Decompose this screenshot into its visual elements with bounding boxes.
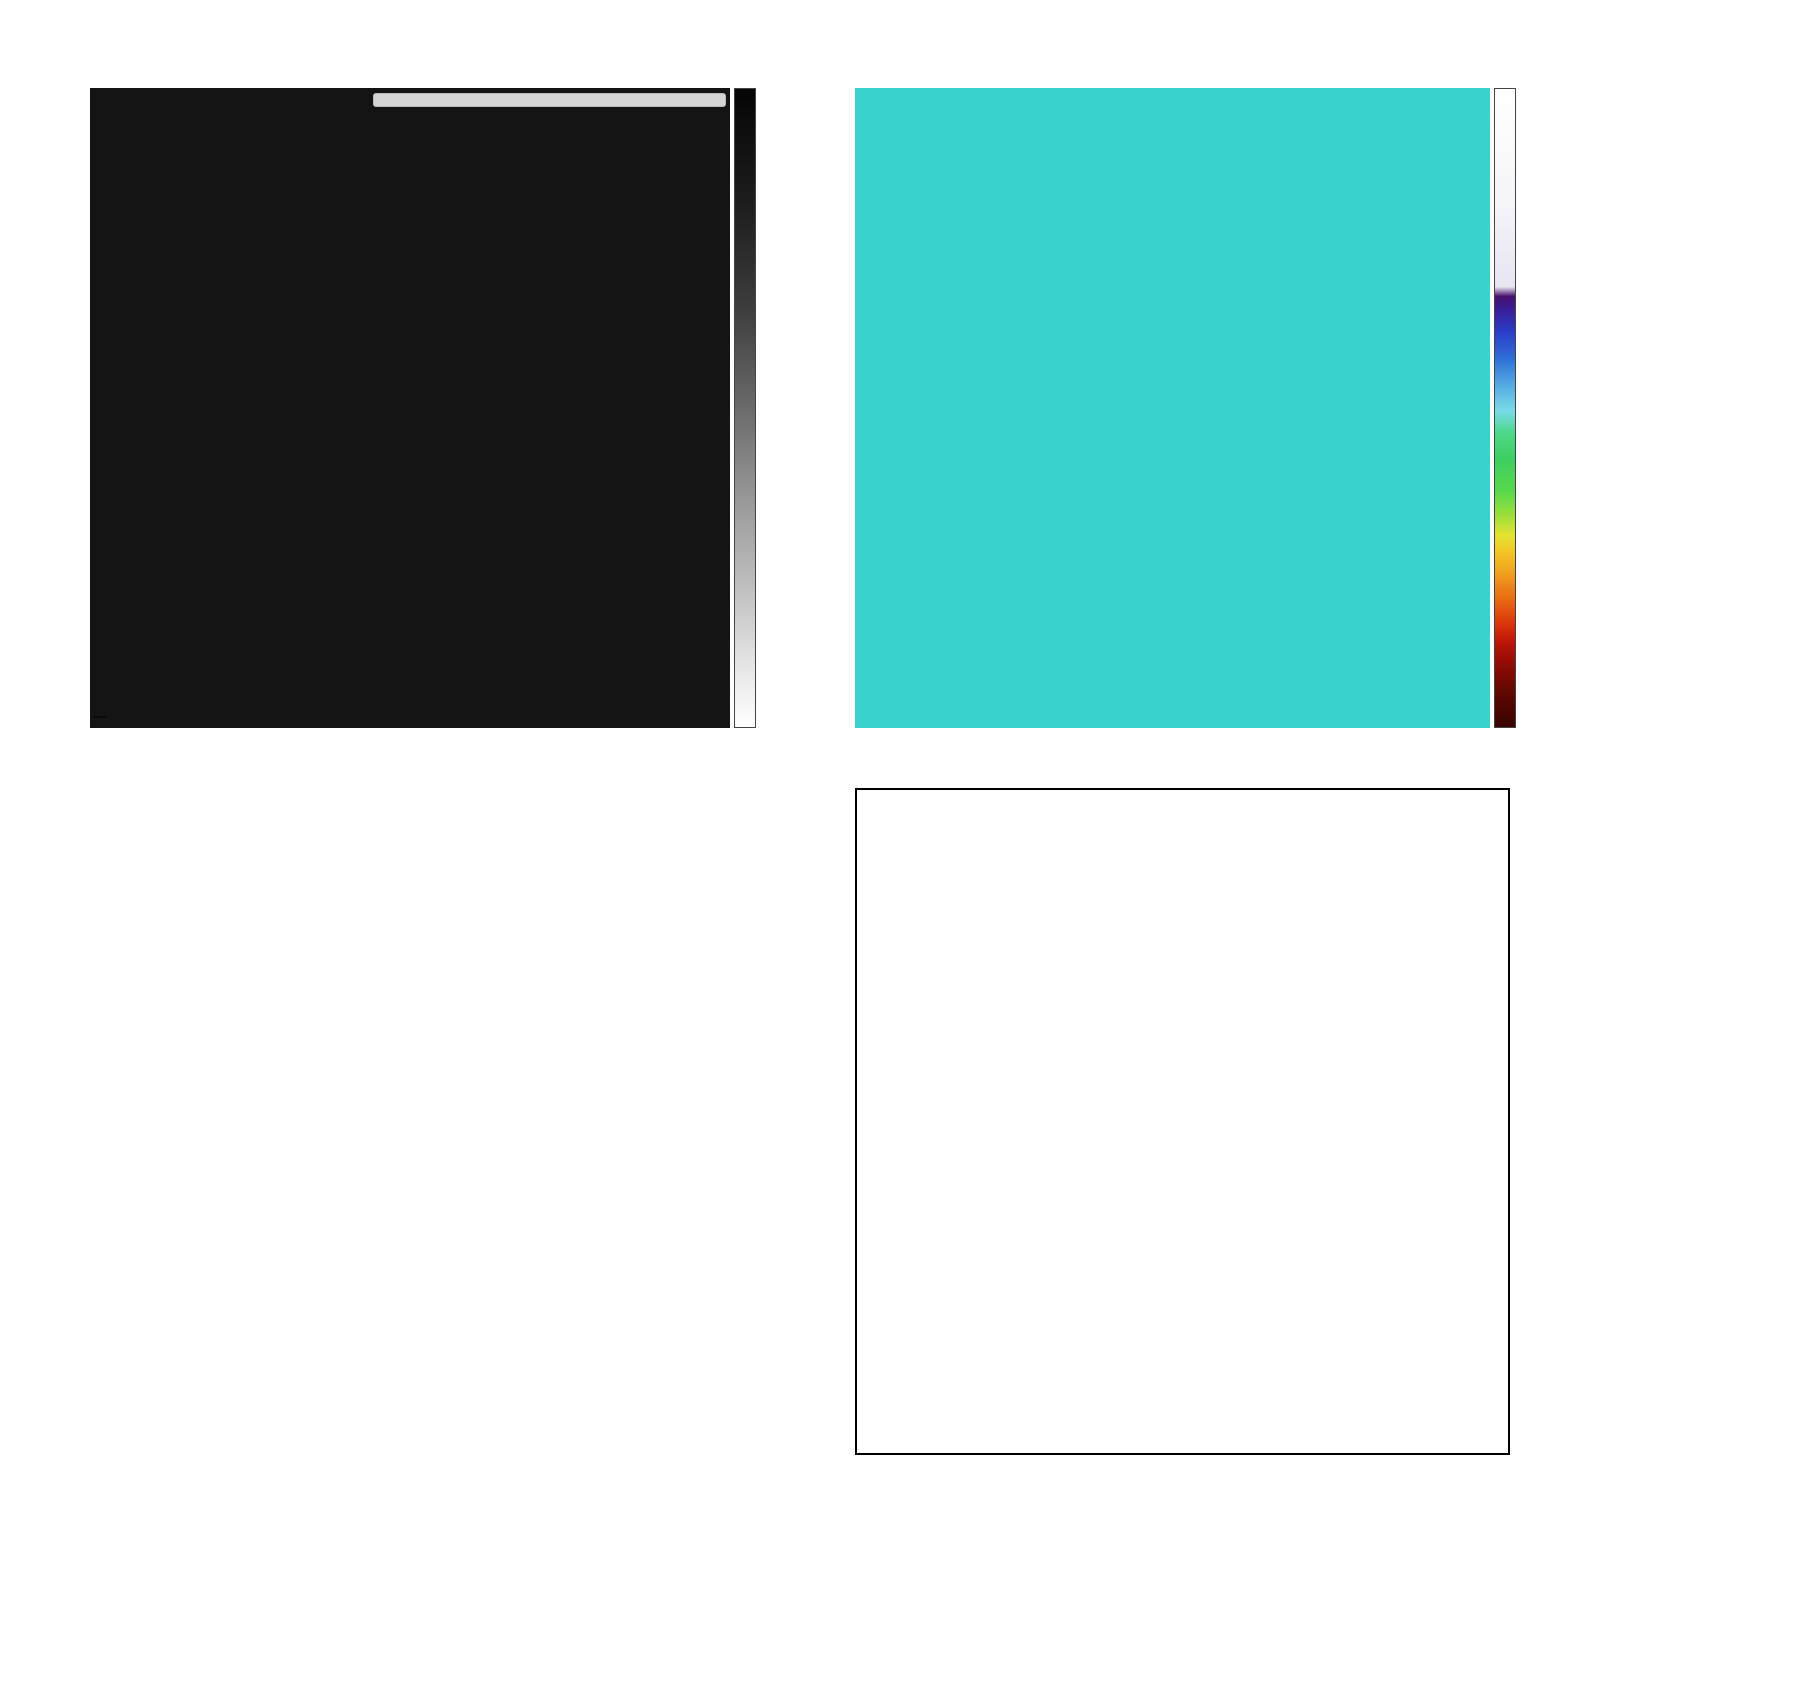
band14-satellite-image (90, 88, 730, 728)
map-legend (373, 93, 726, 107)
band14-colorbar (734, 88, 756, 728)
copyright-label (94, 716, 106, 718)
wmg-pixel-image (857, 790, 1508, 1453)
band14-mesoscale-map[interactable] (90, 88, 730, 728)
band14-overlay (90, 88, 730, 728)
awv-grid-overlay (855, 88, 1490, 728)
awv-colorbar (1494, 88, 1516, 728)
wmg-panel[interactable] (855, 788, 1510, 1455)
awv-satellite-image (855, 88, 1490, 728)
wind-pres-ace-charts (0, 745, 822, 1460)
awv-color-map[interactable] (855, 88, 1490, 728)
